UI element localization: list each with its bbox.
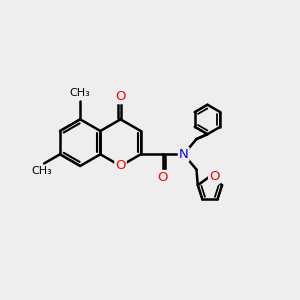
Text: O: O [158, 171, 168, 184]
Text: O: O [115, 90, 126, 103]
Text: O: O [115, 159, 126, 172]
Text: CH₃: CH₃ [31, 167, 52, 176]
Text: N: N [179, 148, 189, 161]
Text: CH₃: CH₃ [70, 88, 91, 98]
Text: O: O [209, 170, 220, 183]
